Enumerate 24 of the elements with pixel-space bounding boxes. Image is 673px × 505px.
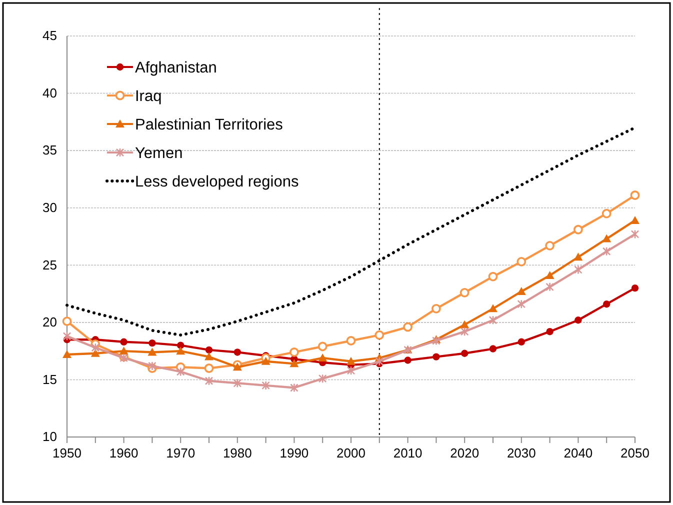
x-tick-label: 2010 — [393, 446, 422, 461]
y-tick-label: 15 — [42, 372, 57, 387]
y-tick-label: 20 — [42, 314, 57, 330]
legend-label: Iraq — [135, 88, 162, 105]
x-tick-label: 2020 — [450, 446, 480, 461]
x-tick-label: 1950 — [52, 446, 82, 461]
y-tick-label: 10 — [42, 429, 57, 444]
x-tick-label: 2030 — [506, 446, 536, 461]
x-tick-label: 2050 — [620, 446, 650, 461]
legend-label: Afghanistan — [135, 59, 217, 76]
y-tick-label: 30 — [42, 200, 57, 216]
legend-label: Less developed regions — [135, 173, 299, 190]
legend-label: Palestinian Territories — [135, 116, 284, 134]
x-tick-label: 1980 — [222, 446, 252, 461]
x-tick-label: 1990 — [280, 446, 309, 461]
y-tick-label: 45 — [42, 28, 57, 44]
y-tick-label: 25 — [42, 257, 57, 272]
x-tick-label: 2040 — [564, 446, 593, 461]
y-tick-label: 35 — [42, 142, 57, 158]
x-tick-label: 1970 — [166, 446, 196, 461]
x-tick-label: 2000 — [336, 446, 366, 461]
legend-label: Yemen — [135, 144, 183, 162]
x-tick-label: 1960 — [109, 446, 138, 461]
y-tick-label: 40 — [42, 85, 57, 100]
